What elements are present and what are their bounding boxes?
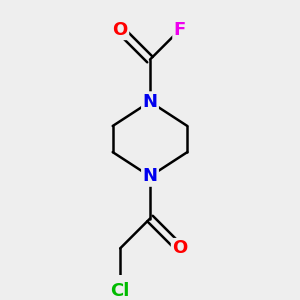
Text: F: F [174, 21, 186, 39]
Text: N: N [142, 93, 158, 111]
Text: O: O [172, 239, 188, 257]
Text: N: N [142, 167, 158, 185]
Text: O: O [112, 21, 128, 39]
Text: Cl: Cl [110, 281, 130, 299]
